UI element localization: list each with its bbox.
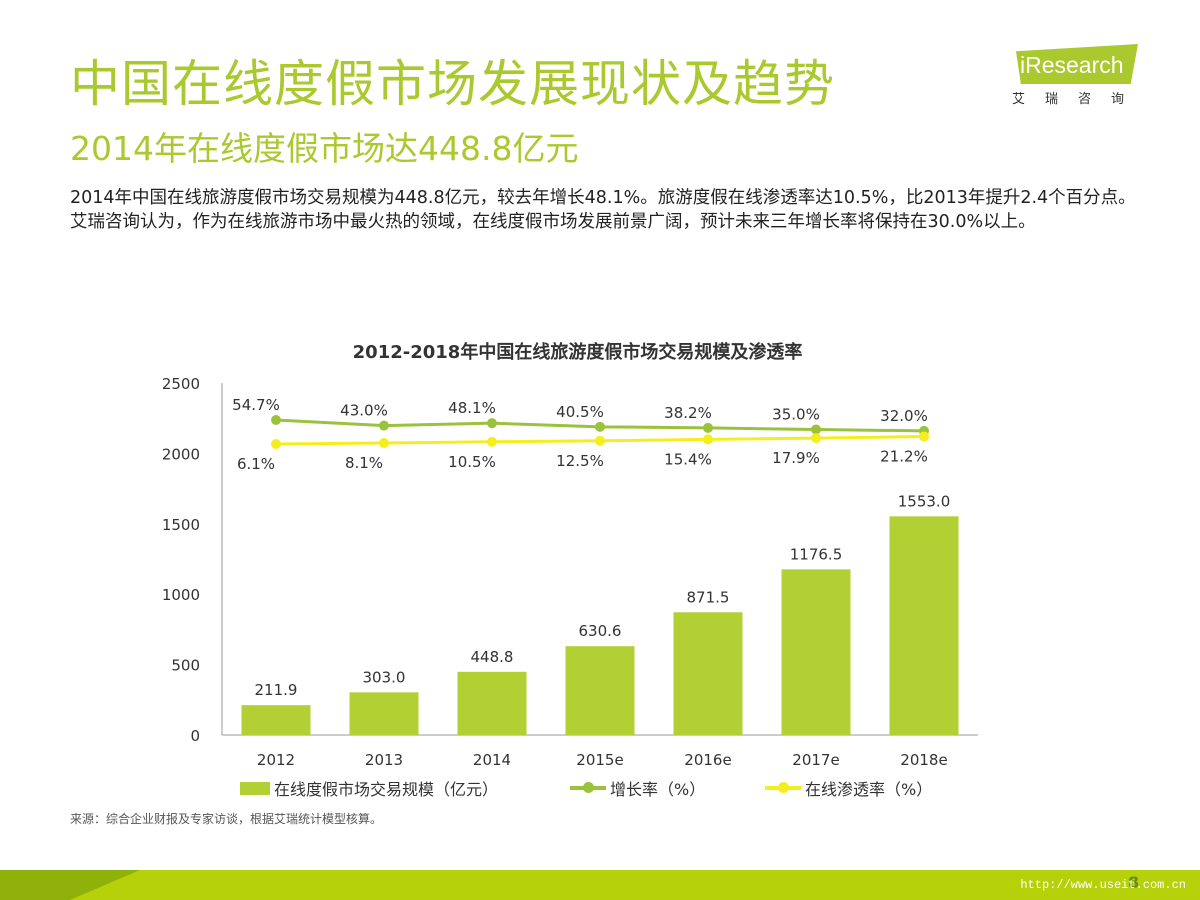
growth-label: 35.0% — [772, 405, 820, 423]
logo-brand: iResearch — [1020, 52, 1124, 78]
bar-value-label: 303.0 — [363, 668, 406, 686]
penetration-point — [811, 433, 821, 444]
growth-point — [703, 422, 713, 433]
growth-point — [379, 420, 389, 431]
logo-cn: 艾瑞咨询 — [1012, 92, 1145, 107]
growth-point — [811, 424, 821, 435]
growth-point — [487, 418, 497, 429]
bar-value-label: 630.6 — [579, 622, 622, 640]
bar — [241, 705, 311, 735]
penetration-point — [595, 435, 605, 446]
iresearch-logo: iResearch 艾瑞咨询 — [1008, 42, 1148, 107]
y-tick-label: 1500 — [162, 516, 200, 534]
bar — [457, 671, 527, 735]
growth-label: 48.1% — [448, 399, 496, 417]
bar-value-label: 448.8 — [471, 648, 514, 666]
legend-label-bar: 在线度假市场交易规模（亿元） — [274, 780, 499, 799]
x-tick-label: 2013 — [365, 751, 403, 769]
legend-item-growth: 增长率（%） — [570, 776, 705, 800]
penetration-point — [487, 436, 497, 447]
growth-label: 40.5% — [556, 403, 604, 421]
chart: 0 500 1000 1500 2000 2500 211.9 303.0 448.8 630.6… — [162, 375, 978, 769]
x-tick-label: 2017e — [792, 751, 839, 769]
logo-badge — [1016, 44, 1138, 84]
penetration-point — [271, 439, 281, 449]
penetration-label: 8.1% — [345, 454, 383, 472]
penetration-label: 15.4% — [664, 450, 712, 468]
page-subtitle: 2014年在线度假市场达448.8亿元 — [70, 129, 579, 168]
y-tick-label: 2500 — [162, 375, 200, 393]
bar-value-label: 1553.0 — [898, 492, 951, 510]
legend-label-penetration: 在线渗透率（%） — [805, 780, 933, 799]
penetration-point — [919, 431, 929, 442]
body-text: 2014年中国在线旅游度假市场交易规模为448.8亿元，较去年增长48.1%。旅… — [70, 186, 1140, 234]
penetration-label: 10.5% — [448, 453, 496, 471]
page-title: 中国在线度假市场发展现状及趋势 — [70, 55, 835, 113]
x-tick-label: 2014 — [473, 751, 511, 769]
bar — [673, 612, 743, 735]
y-tick-label: 1000 — [162, 586, 200, 604]
legend-swatch-bar — [240, 781, 270, 795]
bar-value-label: 871.5 — [687, 588, 730, 606]
growth-point — [271, 415, 281, 425]
page-number: 8 — [1128, 873, 1140, 892]
penetration-label: 17.9% — [772, 449, 820, 467]
penetration-point — [379, 438, 389, 448]
growth-label: 32.0% — [880, 407, 928, 425]
chart-title: 2012-2018年中国在线旅游度假市场交易规模及渗透率 — [352, 342, 803, 363]
x-tick-label: 2016e — [684, 751, 731, 769]
x-tick-label: 2012 — [257, 751, 295, 769]
legend-swatch-growth — [570, 782, 606, 793]
x-tick-label: 2015e — [576, 751, 623, 769]
growth-label: 43.0% — [340, 402, 388, 420]
bar — [349, 692, 419, 735]
growth-label: 38.2% — [664, 404, 712, 422]
penetration-label: 6.1% — [237, 455, 275, 473]
bar — [889, 516, 959, 735]
footer-url: http://www.useit.com.cn — [1020, 878, 1186, 892]
bar-value-label: 1176.5 — [790, 545, 843, 563]
body-paragraph-2: 艾瑞咨询认为，作为在线旅游市场中最火热的领域，在线度假市场发展前景广阔，预计未来… — [70, 212, 1036, 232]
legend-label-growth: 增长率（%） — [610, 780, 706, 799]
y-tick-label: 0 — [190, 727, 200, 745]
footer-band — [0, 870, 1200, 900]
legend-swatch-penetration — [765, 782, 801, 793]
source-note: 来源：综合企业财报及专家访谈，根据艾瑞统计模型核算。 — [70, 812, 383, 826]
penetration-label: 12.5% — [556, 452, 604, 470]
bar — [565, 646, 635, 735]
legend-item-penetration: 在线渗透率（%） — [765, 776, 932, 800]
bar — [781, 569, 851, 735]
penetration-point — [703, 434, 713, 445]
bar-value-label: 211.9 — [255, 681, 298, 699]
body-paragraph-1: 2014年中国在线旅游度假市场交易规模为448.8亿元，较去年增长48.1%。旅… — [70, 188, 1136, 208]
legend-item-bar: 在线度假市场交易规模（亿元） — [240, 776, 498, 800]
y-tick-label: 500 — [171, 657, 200, 675]
growth-point — [595, 421, 605, 432]
x-tick-label: 2018e — [900, 751, 947, 769]
penetration-label: 21.2% — [880, 447, 928, 465]
y-tick-label: 2000 — [162, 445, 200, 463]
growth-label: 54.7% — [232, 396, 280, 414]
